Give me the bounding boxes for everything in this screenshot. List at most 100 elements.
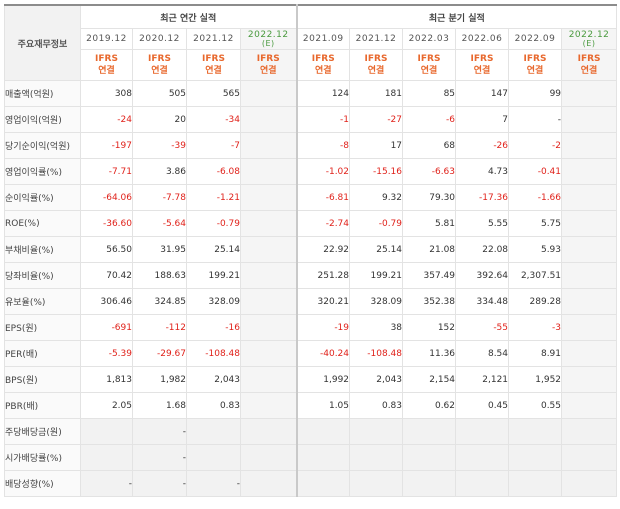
table-cell: 308 <box>80 80 133 107</box>
table-cell: 1,982 <box>132 366 187 393</box>
table-cell: 320.21 <box>295 288 351 315</box>
period-header: 2019.12 <box>80 28 133 50</box>
table-cell: 2,154 <box>402 366 457 393</box>
table-cell <box>80 418 133 445</box>
table-cell: 2,121 <box>455 366 510 393</box>
annual-group-header: 최근 연간 실적 <box>79 4 298 29</box>
row-label: 영업이익률(%) <box>4 158 81 185</box>
table-cell <box>561 288 618 315</box>
table-cell: - <box>186 470 241 497</box>
table-cell: 56.50 <box>80 236 133 263</box>
table-cell: 0.62 <box>402 392 457 419</box>
table-cell <box>508 444 563 471</box>
table-cell: -17.36 <box>455 184 510 211</box>
table-cell: 8.91 <box>508 340 563 367</box>
table-row: 부채비율(%) 56.50 31.95 25.14 22.92 25.14 21.08 22.… <box>4 236 618 263</box>
table-cell <box>561 132 618 159</box>
table-cell: 31.95 <box>132 236 187 263</box>
table-row: 주당배당금(원) - <box>4 418 618 445</box>
ifrs-label: IFRS <box>202 54 225 64</box>
table-cell: 0.83 <box>186 392 241 419</box>
table-cell <box>239 132 298 159</box>
table-cell: 2.05 <box>80 392 133 419</box>
table-cell: 2,043 <box>186 366 241 393</box>
table-cell: 306.46 <box>80 288 133 315</box>
table-cell: -64.06 <box>80 184 133 211</box>
table-cell: -6 <box>402 106 457 133</box>
period-label: 2022.12 <box>568 30 610 40</box>
table-cell: 357.49 <box>402 262 457 289</box>
table-cell: 4.73 <box>455 158 510 185</box>
table-cell: 22.92 <box>295 236 351 263</box>
table-row: 매출액(억원) 308 505 565 124 181 85 147 99 <box>4 80 618 107</box>
ifrs-header: IFRS 연결 <box>402 49 457 81</box>
table-row: 당기순이익(억원) -197 -39 -7 -8 17 68 -26 -2 <box>4 132 618 159</box>
table-cell: 251.28 <box>295 262 351 289</box>
ifrs-header: IFRS 연결 <box>239 49 298 81</box>
table-cell: -112 <box>132 314 187 341</box>
period-header: 2022.06 <box>455 28 510 50</box>
period-header: 2021.09 <box>295 28 351 50</box>
table-cell: -7 <box>186 132 241 159</box>
table-cell <box>239 184 298 211</box>
table-cell <box>508 418 563 445</box>
table-cell: -40.24 <box>295 340 351 367</box>
table-cell: - <box>508 106 563 133</box>
table-cell: 85 <box>402 80 457 107</box>
table-cell: -0.79 <box>186 210 241 237</box>
ifrs-label: IFRS <box>470 54 494 64</box>
row-label: ROE(%) <box>4 210 81 237</box>
table-cell: 0.83 <box>349 392 404 419</box>
ifrs-header: IFRS 연결 <box>295 49 351 81</box>
period-label: 2021.12 <box>355 34 397 44</box>
table-cell: 3.86 <box>132 158 187 185</box>
ifrs-row: IFRS 연결 IFRS 연결 IFRS 연결 IFRS 연결 IFRS 연결 IFRS 연결 IFRS… <box>5 49 618 81</box>
table-cell: -39 <box>132 132 187 159</box>
table-cell: 99 <box>508 80 563 107</box>
table-cell <box>561 366 618 393</box>
table-cell: -6.08 <box>186 158 241 185</box>
financial-summary: 주요재무정보 최근 연간 실적 최근 분기 실적 2019.12 2020.12 2… <box>4 4 618 497</box>
table-cell: 2,043 <box>349 366 404 393</box>
row-label: 배당성향(%) <box>4 470 81 497</box>
row-label: 부채비율(%) <box>4 236 81 263</box>
table-cell <box>239 236 298 263</box>
table-cell <box>295 444 351 471</box>
ifrs-label: IFRS <box>256 54 280 64</box>
consolidated-label: 연결 <box>98 66 115 76</box>
table-cell: 22.08 <box>455 236 510 263</box>
table-cell <box>239 106 298 133</box>
table-cell: 21.08 <box>402 236 457 263</box>
table-cell: -691 <box>80 314 133 341</box>
table-cell <box>239 158 298 185</box>
table-cell <box>455 470 510 497</box>
table-cell: -16 <box>186 314 241 341</box>
consolidated-label: 연결 <box>367 66 385 76</box>
table-cell <box>349 418 404 445</box>
table-row: 영업이익률(%) -7.71 3.86 -6.08 -1.02 -15.16 -6.63 4.… <box>4 158 618 185</box>
table-cell <box>561 80 618 107</box>
row-label: PBR(배) <box>4 392 81 419</box>
table-cell: 124 <box>295 80 351 107</box>
table-cell: -7.71 <box>80 158 133 185</box>
period-header: 2021.12 <box>349 28 404 50</box>
table-cell: 2,307.51 <box>508 262 563 289</box>
period-label: 2021.12 <box>193 34 234 44</box>
corner-header: 주요재무정보 <box>4 4 81 81</box>
table-cell <box>349 470 404 497</box>
row-label: 유보율(%) <box>4 288 81 315</box>
table-row: 순이익률(%) -64.06 -7.78 -1.21 -6.81 9.32 79.30 -17… <box>4 184 618 211</box>
row-label: 순이익률(%) <box>4 184 81 211</box>
table-cell <box>561 444 618 471</box>
ifrs-header: IFRS 연결 <box>455 49 510 81</box>
table-row: PER(배) -5.39 -29.67 -108.48 -40.24 -108.48 11.… <box>4 340 618 367</box>
table-cell: 392.64 <box>455 262 510 289</box>
consolidated-label: 연결 <box>420 66 438 76</box>
table-cell <box>561 236 618 263</box>
ifrs-label: IFRS <box>417 54 441 64</box>
table-cell: -36.60 <box>80 210 133 237</box>
table-cell: 8.54 <box>455 340 510 367</box>
period-label: 2022.03 <box>408 34 450 44</box>
table-cell: 11.36 <box>402 340 457 367</box>
table-cell: -8 <box>295 132 351 159</box>
